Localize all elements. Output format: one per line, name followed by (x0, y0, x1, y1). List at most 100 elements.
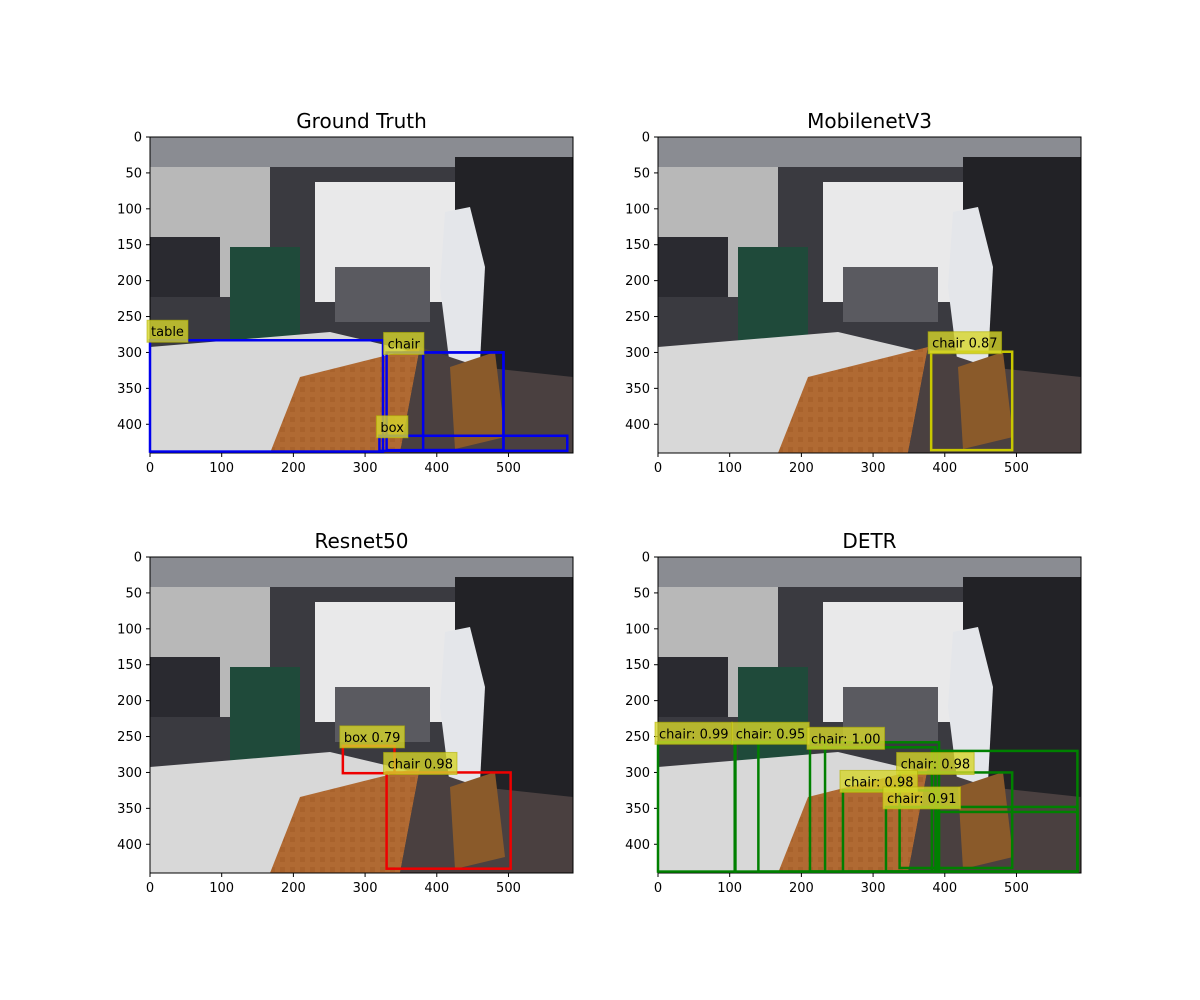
panel-image (658, 557, 1081, 873)
box-label-text: table (151, 325, 184, 340)
panel-title: MobilenetV3 (807, 109, 932, 133)
panel-0: Ground Truth 0 100 200 300 400 500 0 50 100 150 200… (117, 109, 574, 476)
box-label-text: chair 0.98 (388, 757, 453, 772)
box-label: box 0.79 (339, 725, 405, 749)
y-tick-label: 50 (125, 166, 142, 181)
scene-equipment (335, 267, 430, 322)
panel-2: Resnet50 0 100 200 300 400 500 0 50 100 150 200 250 3… (117, 529, 574, 896)
box-label-bg (806, 726, 886, 750)
y-tick-label: 150 (117, 658, 142, 673)
box-label-text: chair: 0.95 (736, 727, 806, 742)
axes-frame (657, 556, 1082, 874)
x-tick-label: 100 (717, 461, 742, 476)
y-tick-label: 300 (625, 766, 650, 781)
y-tick-label: 250 (117, 730, 142, 745)
detection-box (148, 338, 385, 453)
y-tick-label: 200 (117, 274, 142, 289)
x-tick-label: 400 (932, 461, 957, 476)
box-label-text: chair 0.87 (932, 337, 997, 352)
panel-image (150, 557, 573, 873)
y-tick-label: 350 (625, 802, 650, 817)
scene-chair (450, 352, 505, 449)
y-tick-label: 50 (125, 586, 142, 601)
y-tick-label: 250 (625, 310, 650, 325)
box-label: chair 0.98 (383, 751, 458, 775)
box-label-text: chair (388, 337, 421, 352)
scene-chair (958, 772, 1013, 869)
panel-image (150, 137, 573, 453)
x-tick-label: 200 (281, 461, 306, 476)
y-tick-label: 400 (625, 418, 650, 433)
y-tick-label: 0 (642, 551, 650, 566)
y-tick-label: 150 (625, 658, 650, 673)
y-tick-label: 400 (625, 838, 650, 853)
x-tick-label: 0 (654, 461, 662, 476)
x-tick-label: 400 (424, 881, 449, 896)
scene-table-top (778, 347, 928, 453)
axes-frame (149, 556, 574, 874)
box-label-bg (383, 751, 458, 775)
x-tick-label: 400 (932, 881, 957, 896)
scene-table-top (270, 767, 420, 873)
box-label-bg (375, 415, 409, 439)
box-label: chair: 1.00 (806, 726, 886, 750)
x-tick-label: 200 (789, 881, 814, 896)
box-label-text: chair: 0.98 (901, 757, 971, 772)
box-label: chair: 0.95 (731, 721, 810, 745)
y-tick-label: 50 (633, 586, 650, 601)
y-tick-label: 50 (633, 166, 650, 181)
x-tick-label: 500 (1004, 881, 1029, 896)
box-label-bg (882, 786, 962, 810)
box-label-text: chair: 1.00 (811, 732, 881, 747)
x-tick-label: 300 (861, 881, 886, 896)
y-tick-label: 100 (117, 622, 142, 637)
x-tick-label: 100 (209, 461, 234, 476)
x-tick-label: 300 (353, 881, 378, 896)
scene-labcoat (948, 207, 993, 367)
scene-labcoat (440, 627, 485, 787)
x-tick-label: 200 (789, 461, 814, 476)
y-tick-label: 200 (117, 694, 142, 709)
x-tick-label: 300 (861, 461, 886, 476)
box-label: chair: 0.91 (882, 786, 962, 810)
panel-title: DETR (842, 529, 896, 553)
x-tick-label: 400 (424, 461, 449, 476)
scene-labcoat (948, 627, 993, 787)
x-tick-label: 200 (281, 881, 306, 896)
y-tick-label: 0 (134, 131, 142, 146)
detection-box (378, 434, 569, 453)
y-tick-label: 350 (625, 382, 650, 397)
x-tick-label: 0 (654, 881, 662, 896)
y-tick-label: 350 (117, 802, 142, 817)
x-tick-label: 500 (1004, 461, 1029, 476)
y-tick-label: 250 (117, 310, 142, 325)
x-tick-label: 100 (209, 881, 234, 896)
panel-1: MobilenetV3 0 100 200 300 400 500 0 50 100 150 200 2… (625, 109, 1082, 476)
box-label-text: chair: 0.99 (659, 727, 729, 742)
detection-box (884, 805, 1079, 873)
y-tick-label: 0 (134, 551, 142, 566)
box-label: table (146, 319, 189, 343)
box-label: chair: 0.98 (896, 751, 975, 775)
panel-3: DETR 0 100 200 300 400 500 0 50 100 150 200 250 300 35… (625, 529, 1082, 896)
box-label: chair (383, 331, 425, 355)
x-tick-label: 0 (146, 881, 154, 896)
box-label: chair: 0.99 (654, 721, 734, 745)
box-label-text: chair: 0.91 (887, 792, 957, 807)
panel-image (658, 137, 1081, 453)
y-tick-label: 150 (117, 238, 142, 253)
y-tick-label: 400 (117, 418, 142, 433)
scene-chair (450, 772, 505, 869)
y-tick-label: 250 (625, 730, 650, 745)
scene-monitor (658, 237, 728, 297)
scene-chair (958, 352, 1013, 449)
y-tick-label: 300 (117, 346, 142, 361)
box-label-bg (339, 725, 405, 749)
box-label-text: box (380, 421, 404, 436)
box-label-bg (383, 331, 425, 355)
x-tick-label: 500 (496, 881, 521, 896)
x-tick-label: 100 (717, 881, 742, 896)
axes-frame (149, 136, 574, 454)
box-label-bg (146, 319, 189, 343)
